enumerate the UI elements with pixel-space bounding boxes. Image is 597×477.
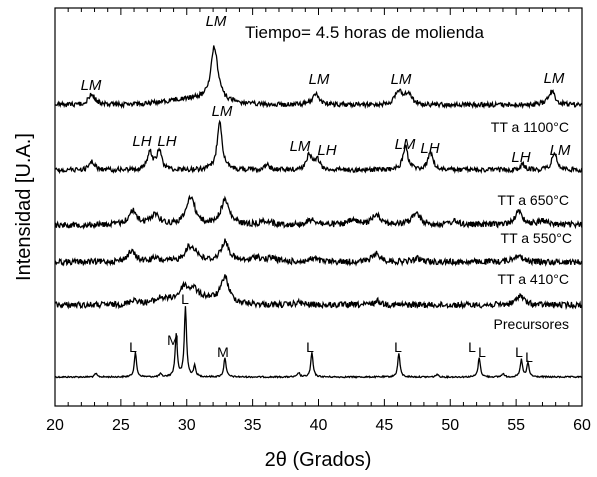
peak-label: LM: [290, 138, 311, 155]
peak-label: LM: [391, 71, 412, 88]
x-tick-label: 50: [441, 417, 459, 434]
x-tick-label: 45: [375, 417, 393, 434]
x-tick-label: 20: [46, 417, 64, 434]
series-label-650: TT a 650°C: [498, 192, 569, 208]
peak-label: L: [306, 339, 314, 355]
series-line-5: [54, 45, 583, 110]
peak-label: LH: [157, 133, 176, 150]
series-label-550: TT a 550°C: [501, 230, 572, 246]
peak-label: M: [167, 332, 179, 348]
peak-label: LM: [212, 103, 233, 120]
x-tick-label: 30: [178, 417, 196, 434]
series-label-410: TT a 410°C: [498, 271, 569, 287]
x-tick-label: 60: [573, 417, 591, 434]
series-traces: [54, 45, 583, 379]
x-tick-labels: 20 25 30 35 40 45 50 55 60: [46, 417, 591, 434]
peak-label: LH: [132, 133, 151, 150]
peak-label: L: [515, 344, 523, 360]
peak-label: LM: [395, 136, 416, 153]
x-tick-label: 35: [244, 417, 262, 434]
peak-label: L: [468, 339, 476, 355]
peak-label: LM: [81, 77, 102, 94]
peak-label: L: [181, 291, 189, 307]
series-line-3: [54, 194, 583, 230]
peak-label: LM: [206, 13, 227, 30]
y-axis-title: Intensidad [U.A.]: [13, 133, 35, 281]
peak-label: LM: [550, 142, 571, 159]
series-line-2: [54, 238, 583, 267]
x-axis-title: 2θ (Grados): [265, 449, 372, 471]
x-tick-label: 25: [112, 417, 130, 434]
peak-label: L: [129, 339, 137, 355]
peak-label: L: [478, 344, 486, 360]
peak-label: M: [217, 344, 229, 360]
peak-label: L: [394, 339, 402, 355]
series-label-1100: TT a 1100°C: [491, 119, 569, 135]
peak-label: LM: [544, 70, 565, 87]
peak-label: LH: [420, 140, 439, 157]
peak-label: L: [525, 349, 533, 365]
axis-ticks: [54, 8, 583, 406]
series-line-0: [54, 306, 583, 379]
peak-label: LH: [317, 142, 336, 159]
chart-title: Tiempo= 4.5 horas de molienda: [245, 23, 484, 42]
x-tick-label: 55: [507, 417, 525, 434]
series-line-4: [54, 119, 583, 175]
series-line-1: [54, 274, 583, 311]
peak-label: LM: [309, 71, 330, 88]
series-label-precursores: Precursores: [494, 316, 569, 332]
peak-label: LH: [511, 149, 530, 166]
x-tick-label: 40: [310, 417, 328, 434]
